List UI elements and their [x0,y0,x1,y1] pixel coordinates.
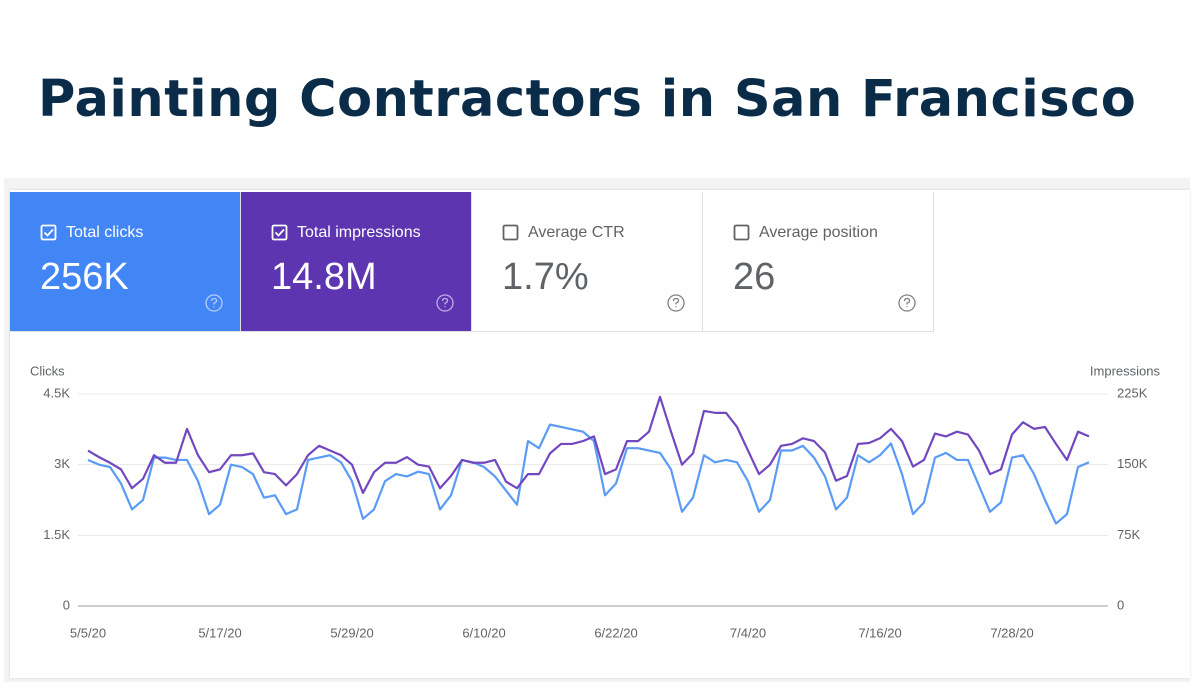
help-glyph [672,297,680,308]
x-tick-label: 7/4/20 [730,625,766,640]
metric-label: Total impressions [297,224,421,241]
help-glyph [210,297,218,308]
help-icon[interactable] [204,293,224,313]
help-circle [667,294,685,312]
checkmark [43,228,54,237]
metric-card[interactable]: Average CTR 1.7% [472,192,703,332]
checkbox-box [271,224,288,241]
series-line [87,395,1090,495]
checkbox[interactable] [40,224,58,242]
x-tick-label: 5/17/20 [198,625,241,640]
y-tick-label: 4.5K [43,385,70,400]
help-icon[interactable] [666,293,686,313]
y2-tick-label: 225K [1117,385,1148,400]
checkmark [274,228,285,237]
help-circle [205,294,223,312]
metric-cards: Total clicks 256K Total impressions 14.8M Av… [10,192,934,332]
metric-value: 14.8M [271,256,377,298]
page-title: Painting Contractors in San Francisco [38,70,1137,129]
help-icon[interactable] [435,293,455,313]
performance-chart: Clicks Impressions 0 1.5K 3K 4.5K 0 75K 150K 225K… [30,363,1161,640]
checkbox[interactable] [733,224,751,242]
metric-label: Average position [759,224,878,241]
metric-card[interactable]: Average position 26 [703,192,934,332]
x-tick-label: 7/28/20 [990,625,1033,640]
checkbox[interactable] [502,224,520,242]
help-circle [436,294,454,312]
checkbox[interactable] [271,224,289,242]
metric-card[interactable]: Total impressions 14.8M [241,192,472,332]
checkbox-box [733,224,750,241]
y-tick-label: 3K [54,456,70,471]
y-axis-title: Clicks [30,363,65,378]
metric-value: 26 [733,256,776,298]
y2-tick-label: 0 [1117,597,1124,612]
help-icon[interactable] [897,293,917,313]
series-line [87,423,1090,525]
x-tick-label: 7/16/20 [858,625,901,640]
y2-tick-label: 150K [1117,456,1148,471]
metric-value: 256K [40,256,129,298]
x-tick-label: 5/29/20 [330,625,373,640]
y2-tick-label: 75K [1117,527,1140,542]
metric-value: 1.7% [502,256,589,298]
y-tick-label: 0 [63,597,70,612]
x-tick-label: 5/5/20 [70,625,106,640]
y-tick-label: 1.5K [43,527,70,542]
metric-label: Total clicks [66,224,144,241]
x-tick-label: 6/10/20 [462,625,505,640]
x-tick-label: 6/22/20 [594,625,637,640]
y2-axis-title: Impressions [1090,363,1161,378]
help-glyph [441,297,449,308]
checkbox-box [502,224,519,241]
help-circle [898,294,916,312]
checkbox-box [40,224,57,241]
metric-card[interactable]: Total clicks 256K [10,192,241,332]
help-glyph [903,297,911,308]
metric-label: Average CTR [528,224,625,241]
